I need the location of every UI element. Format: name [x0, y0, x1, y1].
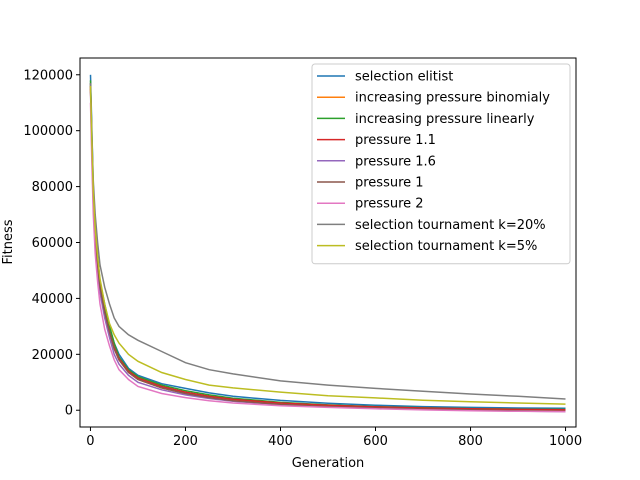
y-tick-label: 120000 — [23, 68, 73, 83]
series-line-7 — [89, 102, 566, 413]
y-tick-label: 20000 — [32, 348, 73, 363]
series-layer — [89, 74, 566, 413]
x-axis-label: Generation — [292, 456, 365, 471]
legend-label-8: selection tournament k=20% — [355, 218, 546, 233]
legend-label-5: pressure 1.6 — [355, 154, 436, 169]
series-line-8 — [89, 83, 566, 400]
y-tick-label: 80000 — [32, 180, 73, 195]
y-tick-label: 60000 — [32, 236, 73, 251]
x-tick-label: 1000 — [549, 434, 582, 449]
legend-label-4: pressure 1.1 — [355, 133, 436, 148]
x-tick-label: 0 — [86, 434, 94, 449]
y-tick-label: 100000 — [23, 124, 73, 139]
x-tick-label: 600 — [363, 434, 388, 449]
x-tick-label: 800 — [458, 434, 483, 449]
y-tick-label: 0 — [65, 404, 73, 419]
legend-box — [311, 63, 571, 265]
legend-label-2: increasing pressure binomialy — [355, 91, 550, 106]
x-tick-label: 400 — [268, 434, 293, 449]
legend-label-7: pressure 2 — [355, 197, 424, 212]
legend: selection elitist increasing pressure bin… — [311, 63, 571, 265]
legend-label-3: increasing pressure linearly — [355, 112, 535, 127]
y-tick-label: 40000 — [32, 292, 73, 307]
series-line-9 — [89, 85, 566, 405]
legend-label-6: pressure 1 — [355, 176, 424, 191]
legend-label-1: selection elitist — [355, 70, 453, 85]
y-axis-label: Fitness — [1, 219, 16, 264]
legend-label-9: selection tournament k=5% — [355, 239, 537, 254]
x-tick-label: 200 — [173, 434, 198, 449]
ticks-layer: 0 200 400 600 800 1000 0 20000 40000 60000 80000 10… — [23, 68, 582, 449]
